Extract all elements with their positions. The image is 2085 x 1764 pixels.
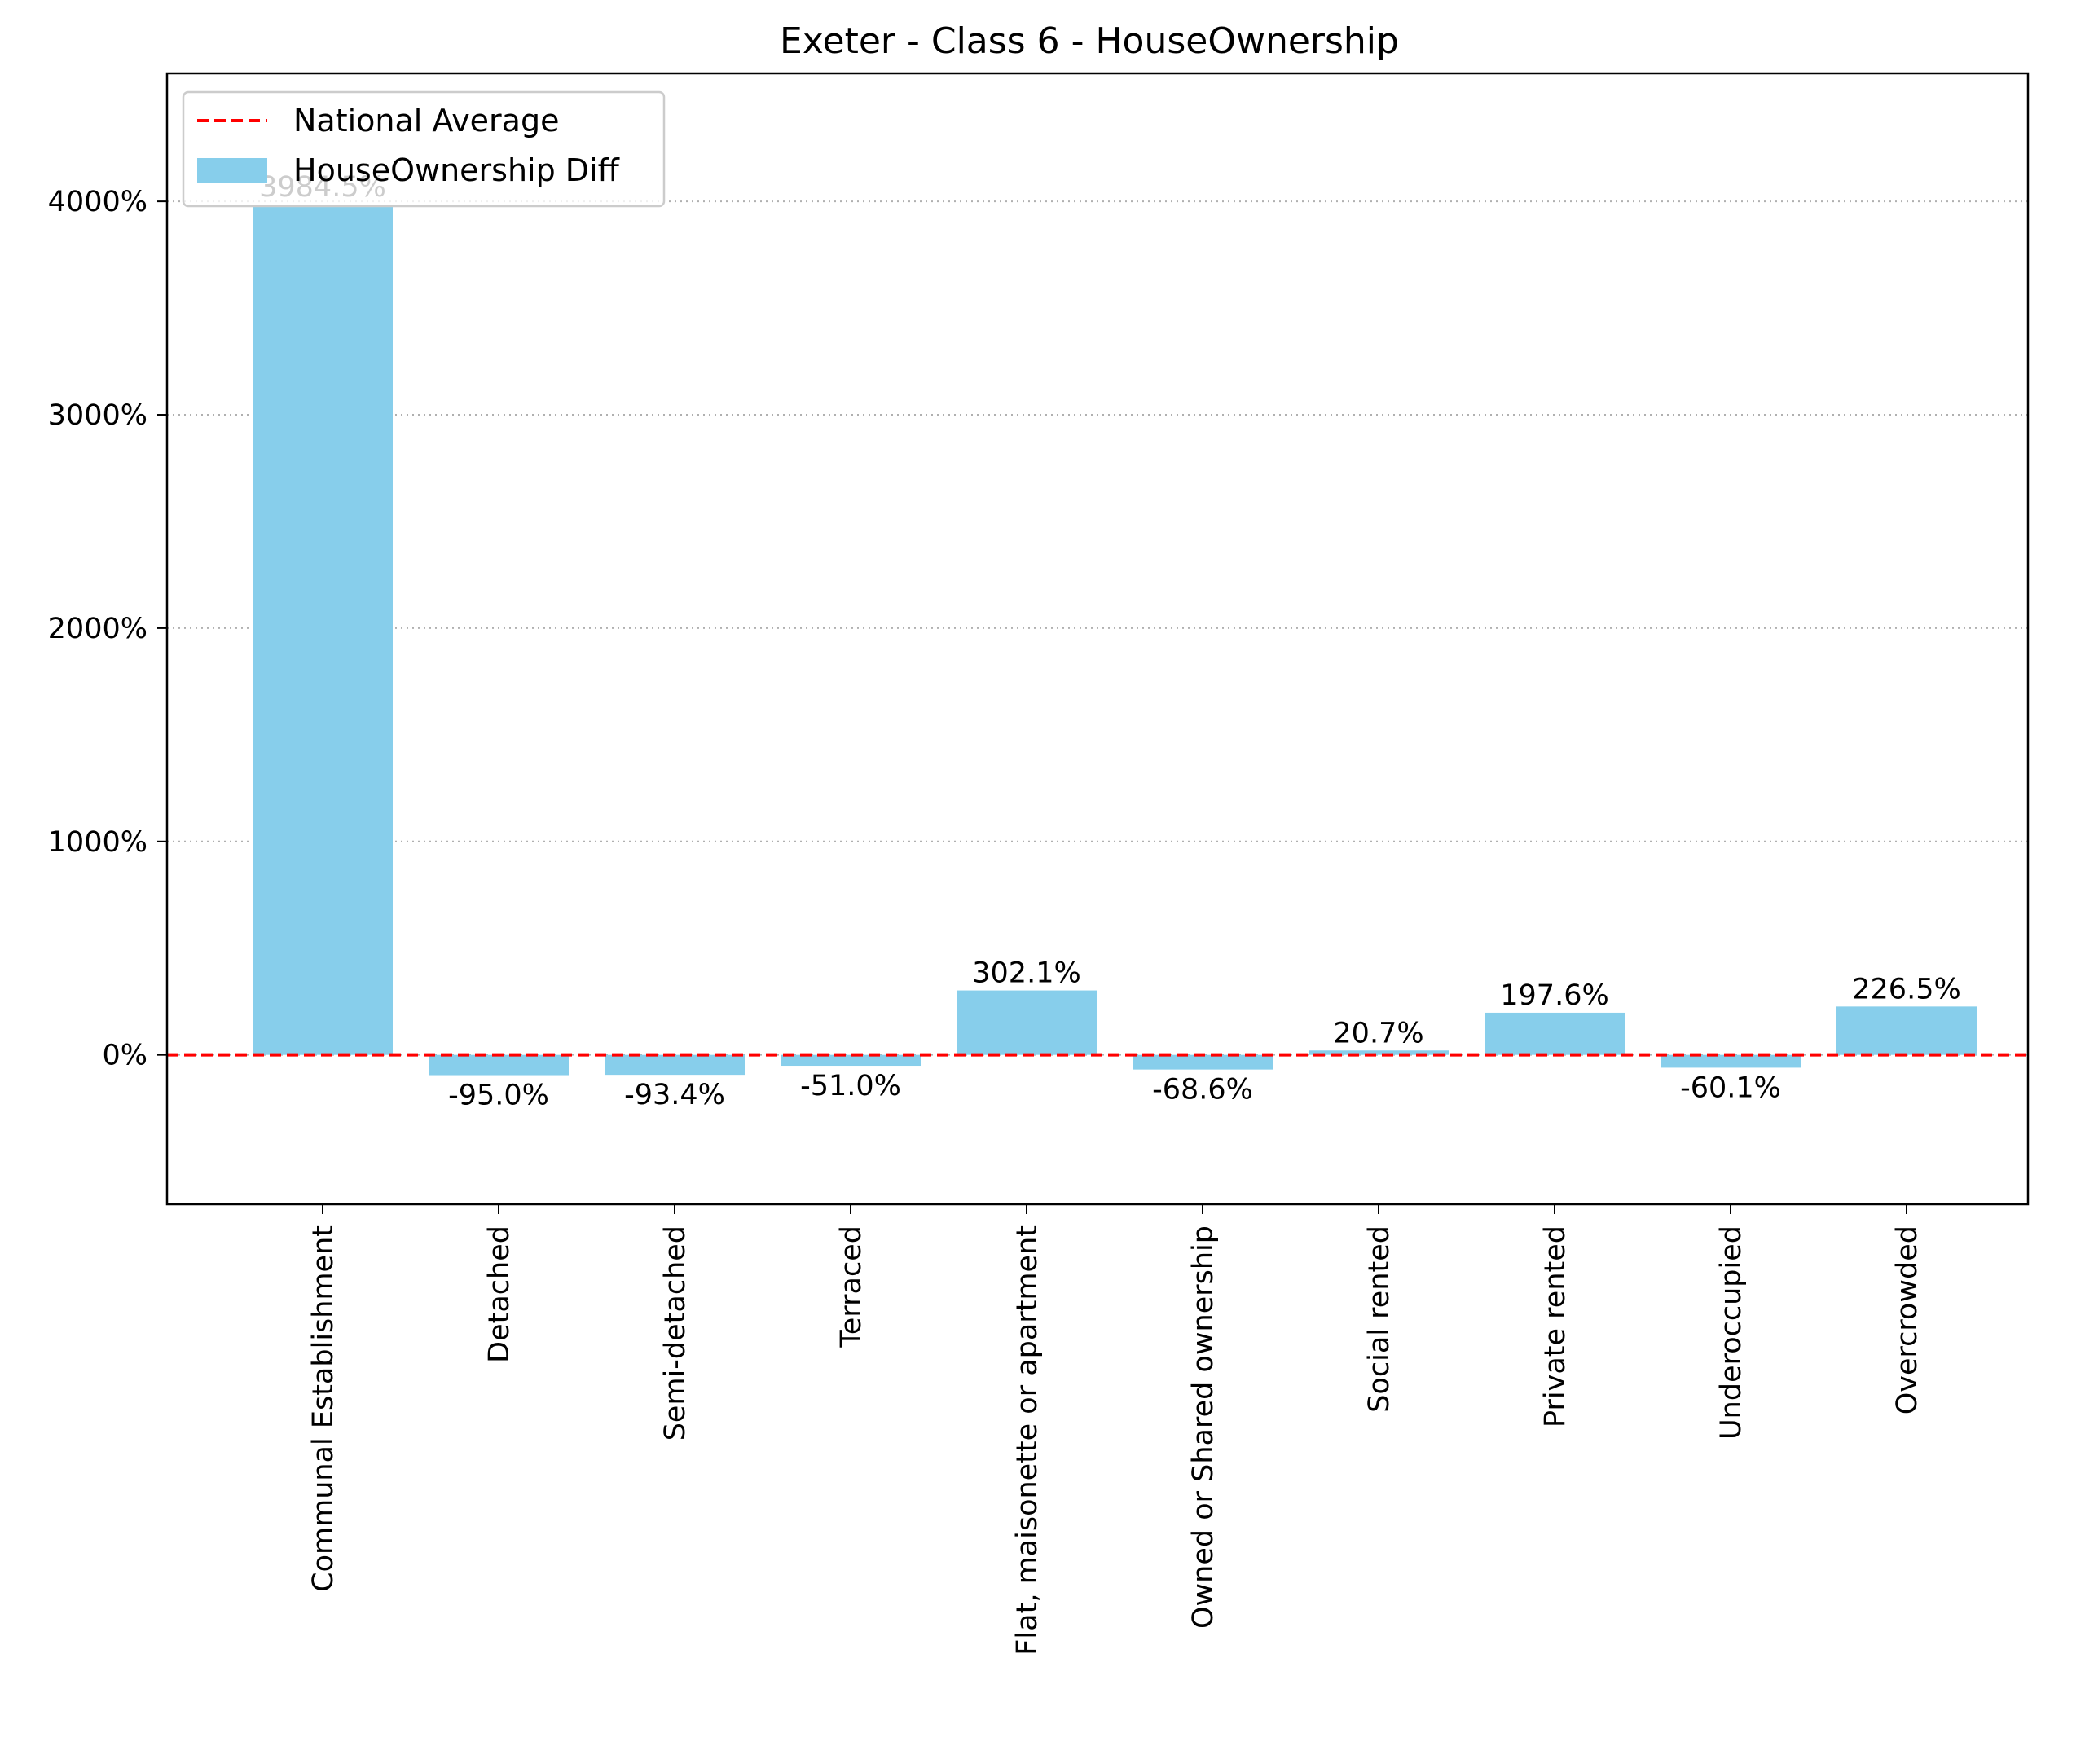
data-label: 197.6% xyxy=(1500,979,1608,1012)
data-label: 20.7% xyxy=(1333,1017,1423,1049)
x-tick-label: Terraced xyxy=(835,1225,868,1348)
y-tick-label: 3000% xyxy=(48,399,147,432)
axis-layer: 0% 1000% 2000% 3000% 4000% Communal Establish… xyxy=(48,186,1924,1656)
chart-title: Exeter - Class 6 - HouseOwnership xyxy=(780,20,1399,62)
y-tick-label: 2000% xyxy=(48,613,147,645)
bar-underoccupied xyxy=(1661,1054,1801,1068)
x-tick-label: Flat, maisonette or apartment xyxy=(1011,1225,1044,1656)
grid-layer xyxy=(167,200,2028,1056)
bar-overcrowded xyxy=(1836,1006,1977,1055)
legend: National Average HouseOwnership Diff xyxy=(182,90,666,208)
y-tick-label: 4000% xyxy=(48,186,147,218)
y-tick-label: 0% xyxy=(102,1040,147,1072)
legend-houseownership-diff-label: HouseOwnership Diff xyxy=(293,152,620,188)
legend-national-average-label: National Average xyxy=(293,103,559,139)
x-tick-label: Owned or Shared ownership xyxy=(1187,1225,1220,1629)
x-tick-label: Detached xyxy=(483,1225,516,1363)
x-tick-label: Underoccupied xyxy=(1715,1225,1748,1440)
bar-social-rented xyxy=(1309,1050,1449,1055)
bar-communal-establishment xyxy=(253,205,393,1055)
bar-semi-detached xyxy=(605,1054,745,1076)
legend-box xyxy=(182,90,666,208)
bar-flat-maisonette-or-apartment xyxy=(957,990,1097,1055)
data-label: -95.0% xyxy=(448,1080,549,1112)
data-label: -93.4% xyxy=(624,1079,725,1111)
data-label: 226.5% xyxy=(1852,973,1960,1005)
bar-owned-or-shared-ownership xyxy=(1133,1054,1273,1070)
bar-layer xyxy=(253,205,1977,1076)
bar-terraced xyxy=(781,1054,921,1067)
data-label: -60.1% xyxy=(1680,1071,1781,1104)
data-label: -68.6% xyxy=(1152,1074,1253,1106)
plot-frame xyxy=(165,72,2030,1206)
legend-houseownership-diff-swatch xyxy=(197,158,267,183)
data-label-layer: 3984.5%-95.0%-93.4%-51.0%302.1%-68.6%20.… xyxy=(259,171,1961,1111)
x-tick-label: Social rented xyxy=(1363,1225,1396,1413)
data-label: 302.1% xyxy=(972,957,1080,990)
x-tick-label: Overcrowded xyxy=(1891,1225,1924,1414)
x-tick-label: Semi-detached xyxy=(659,1225,692,1441)
data-label: -51.0% xyxy=(800,1070,901,1102)
x-tick-label: Private rented xyxy=(1539,1225,1572,1427)
bar-detached xyxy=(429,1054,569,1076)
y-tick-label: 1000% xyxy=(48,826,147,859)
x-tick-label: Communal Establishment xyxy=(307,1225,340,1592)
bar-private-rented xyxy=(1485,1012,1625,1055)
